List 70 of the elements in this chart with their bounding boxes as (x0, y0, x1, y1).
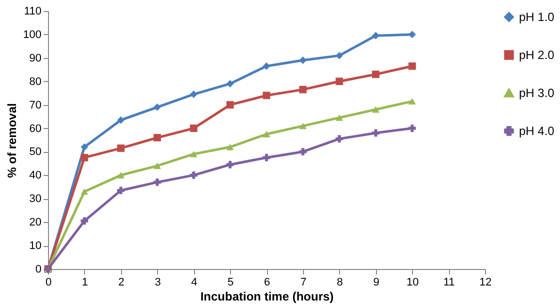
x-tick-label: 6 (264, 276, 270, 288)
point (336, 78, 344, 86)
point (299, 148, 307, 156)
point (80, 217, 88, 225)
x-tick-label: 4 (191, 276, 198, 288)
point (154, 103, 161, 111)
x-tick-label: 2 (118, 276, 124, 288)
point (408, 124, 416, 132)
point (226, 80, 234, 88)
point (80, 154, 88, 162)
point (190, 124, 198, 132)
x-tick-label: 12 (479, 276, 492, 288)
point (262, 154, 270, 162)
legend-label: pH 3.0 (519, 86, 555, 100)
point (117, 116, 125, 124)
legend-label: pH 2.0 (519, 48, 555, 62)
y-tick-label: 60 (29, 122, 42, 135)
point (80, 188, 88, 195)
y-tick-label: 10 (29, 240, 42, 252)
point (336, 135, 344, 143)
point (117, 172, 125, 178)
point (299, 56, 307, 64)
point (262, 92, 270, 100)
point (372, 32, 380, 40)
y-tick-label: 90 (29, 52, 42, 64)
point (226, 160, 234, 168)
y-tick-label: 30 (29, 193, 42, 206)
y-tick-label: 100 (23, 28, 42, 41)
y-tick-label: 80 (29, 76, 42, 88)
point (226, 101, 234, 109)
point (154, 134, 161, 142)
point (190, 171, 198, 179)
point (154, 162, 161, 170)
point (80, 143, 88, 151)
point (372, 70, 380, 78)
point (372, 106, 380, 113)
x-tick-label: 9 (373, 276, 380, 288)
point (262, 130, 270, 138)
x-axis-title: Incubation time (hours) (200, 290, 334, 304)
y-tick-label: 50 (29, 146, 42, 158)
x-tick-label: 5 (228, 276, 234, 288)
point (117, 144, 125, 152)
point (408, 62, 416, 70)
point (336, 52, 344, 60)
legend-label: pH 1.0 (519, 10, 555, 24)
y-tick-label: 0 (35, 264, 42, 276)
y-tick-label: 70 (29, 99, 42, 112)
point (190, 90, 198, 98)
x-tick-label: 1 (82, 276, 88, 288)
point (299, 122, 307, 130)
y-tick-label: 110 (24, 6, 42, 18)
y-tick-label: 20 (29, 216, 42, 229)
x-tick-label: 3 (154, 276, 161, 288)
point (299, 86, 307, 94)
point (154, 178, 161, 186)
point (408, 98, 416, 105)
legend-label: pH 4.0 (519, 124, 555, 138)
x-tick-label: 10 (406, 276, 419, 288)
point (262, 62, 270, 70)
point (372, 129, 380, 137)
x-tick-label: 8 (336, 276, 343, 288)
x-tick-label: 7 (300, 276, 306, 288)
x-tick-label: 0 (45, 276, 52, 288)
point (117, 186, 125, 194)
point (190, 150, 198, 158)
point (336, 114, 344, 121)
y-tick-label: 40 (29, 170, 42, 182)
y-axis-title: % of removal (5, 103, 20, 178)
point (226, 144, 234, 150)
x-tick-label: 11 (443, 276, 455, 288)
